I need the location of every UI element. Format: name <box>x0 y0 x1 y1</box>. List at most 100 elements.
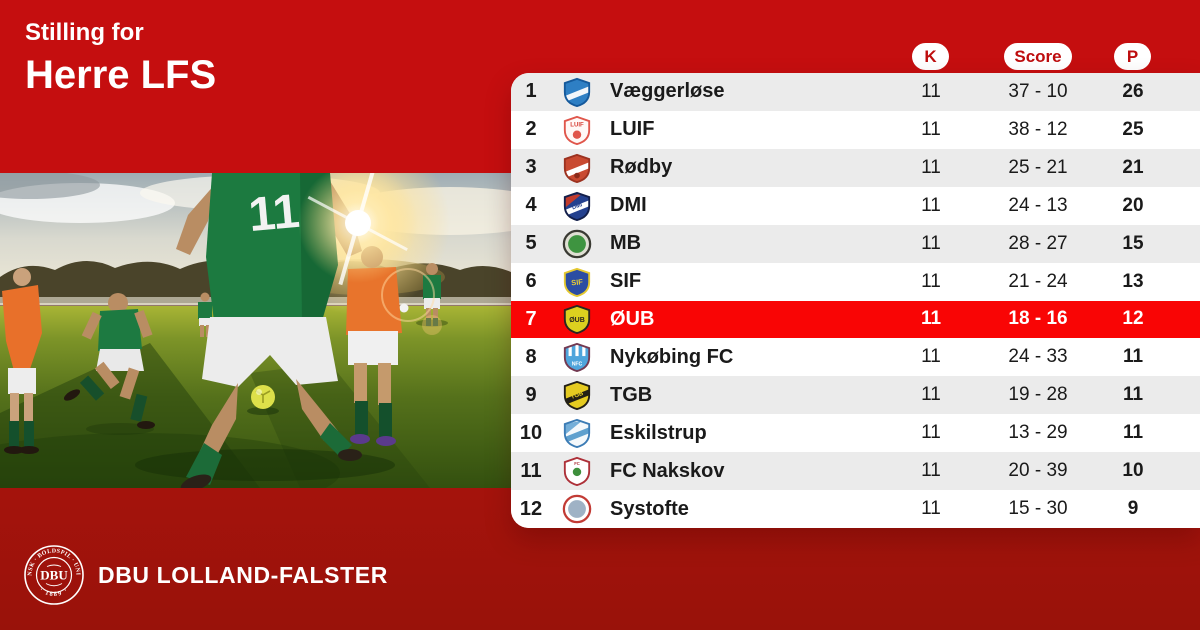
matches-played: 11 <box>921 194 941 216</box>
page-title: Herre LFS <box>25 53 217 97</box>
points: 26 <box>1122 80 1144 102</box>
team-logo-icon <box>551 418 603 449</box>
svg-text:TGB: TGB <box>570 390 585 401</box>
column-header-score: Score <box>1004 43 1072 70</box>
goal-score: 28 - 27 <box>1008 232 1068 254</box>
left-player-icon <box>2 268 42 454</box>
team-name: SIF <box>610 270 642 293</box>
brand-name: DBU LOLLAND-FALSTER <box>98 561 388 588</box>
position-number: 6 <box>525 270 537 293</box>
team-logo-icon: DMI <box>551 191 603 221</box>
distant-player-icon <box>198 292 212 337</box>
points: 12 <box>1122 308 1144 330</box>
title-block: Stilling for Herre LFS <box>25 18 216 98</box>
jersey-number: 11 <box>246 185 301 242</box>
goal-score: 25 - 21 <box>1008 156 1068 178</box>
team-logo-icon: LUIF <box>551 115 603 145</box>
team-name: DMI <box>610 194 647 217</box>
team-name: Systofte <box>610 497 689 520</box>
goal-score: 15 - 30 <box>1008 498 1068 520</box>
team-logo-icon: TGB <box>551 380 603 411</box>
goal-score: 13 - 29 <box>1008 422 1068 444</box>
column-header-p: P <box>1114 43 1151 70</box>
points: 11 <box>1122 384 1144 406</box>
points: 11 <box>1122 346 1144 368</box>
position-number: 9 <box>525 383 537 406</box>
team-name: ØUB <box>610 307 655 330</box>
table-row: 7 ØUB ØUB 11 18 - 16 12 <box>511 300 1200 339</box>
goal-score: 37 - 10 <box>1008 80 1068 102</box>
page-subtitle: Stilling for <box>25 19 144 46</box>
team-logo-icon <box>551 153 603 183</box>
table-row: 4 DMI DMI 11 24 - 13 20 <box>511 186 1200 225</box>
position-number: 7 <box>525 307 537 330</box>
matches-played: 11 <box>921 270 941 292</box>
svg-text:DMI: DMI <box>571 202 583 211</box>
column-header-k: K <box>912 43 949 70</box>
table-row: 10 Eskilstrup 11 13 - 29 11 <box>511 414 1200 453</box>
matches-played: 11 <box>921 156 941 178</box>
points: 21 <box>1122 156 1144 178</box>
matches-played: 11 <box>921 346 941 368</box>
central-player-icon: 11 <box>135 173 395 488</box>
seal-arc-bottom: · 1889 · <box>38 586 68 598</box>
points: 15 <box>1122 232 1144 254</box>
table-row: 11 FC FC Nakskov 11 20 - 39 10 <box>511 452 1200 491</box>
football-photo-illustration: 11 <box>0 173 511 488</box>
team-name: Eskilstrup <box>610 421 707 444</box>
table-row: 12 Systofte 11 15 - 30 9 <box>511 490 1200 528</box>
orange-bib-player-icon <box>346 246 402 446</box>
table-row: 1 Væggerløse 11 37 - 10 26 <box>511 73 1200 111</box>
svg-text:SIF: SIF <box>571 277 584 287</box>
team-name: MB <box>610 232 642 255</box>
team-name: FC Nakskov <box>610 459 725 482</box>
table-row: 9 TGB TGB 11 19 - 28 11 <box>511 376 1200 415</box>
position-number: 12 <box>519 497 543 520</box>
football-icon <box>247 385 279 415</box>
points: 20 <box>1122 194 1144 216</box>
position-number: 5 <box>525 232 537 255</box>
matches-played: 11 <box>921 118 941 140</box>
points: 13 <box>1122 270 1144 292</box>
matches-played: 11 <box>921 232 941 254</box>
team-logo-icon: NFC <box>551 342 603 373</box>
team-logo-icon: ØUB <box>551 304 603 335</box>
seal-monogram: DBU <box>40 568 68 583</box>
running-player-icon <box>63 293 155 435</box>
team-logo-icon <box>551 494 603 524</box>
svg-text:FC: FC <box>574 461 580 466</box>
dbu-seal-logo: DANSK · BOLDSPIL · UNION · 1889 · DBU <box>22 543 84 605</box>
goal-score: 24 - 33 <box>1008 346 1068 368</box>
matches-played: 11 <box>921 460 941 482</box>
team-name: Rødby <box>610 156 673 179</box>
goal-score: 38 - 12 <box>1008 118 1068 140</box>
points: 25 <box>1122 118 1144 140</box>
team-name: Nykøbing FC <box>610 345 734 368</box>
goal-score: 18 - 16 <box>1008 308 1068 330</box>
team-name: Væggerløse <box>610 80 725 103</box>
team-logo-icon <box>551 77 603 107</box>
points: 9 <box>1127 498 1139 520</box>
svg-text:· 1889 ·: · 1889 · <box>38 586 70 598</box>
matches-played: 11 <box>921 422 941 444</box>
table-row: 6 SIF SIF 11 21 - 24 13 <box>511 262 1200 301</box>
goal-score: 19 - 28 <box>1008 384 1068 406</box>
svg-text:ØUB: ØUB <box>569 317 585 324</box>
points: 10 <box>1122 460 1144 482</box>
team-name: TGB <box>610 383 653 406</box>
table-row: 5 MB 11 28 - 27 15 <box>511 224 1200 263</box>
svg-text:NFC: NFC <box>572 362 583 368</box>
position-number: 11 <box>520 459 542 482</box>
table-row: 2 LUIF LUIF 11 38 - 12 25 <box>511 110 1200 149</box>
standings-table: 1 Væggerløse 11 37 - 10 26 2 LUIF LUIF 11 38 - 12… <box>511 73 1200 528</box>
team-logo-icon: FC <box>551 456 603 487</box>
team-logo-icon <box>551 229 603 259</box>
team-logo-icon: SIF <box>551 267 603 297</box>
points: 11 <box>1122 422 1144 444</box>
position-number: 2 <box>525 118 537 141</box>
position-number: 3 <box>525 156 537 179</box>
position-number: 10 <box>519 421 543 444</box>
matches-played: 11 <box>921 498 941 520</box>
goal-score: 20 - 39 <box>1008 460 1068 482</box>
matches-played: 11 <box>921 80 941 102</box>
